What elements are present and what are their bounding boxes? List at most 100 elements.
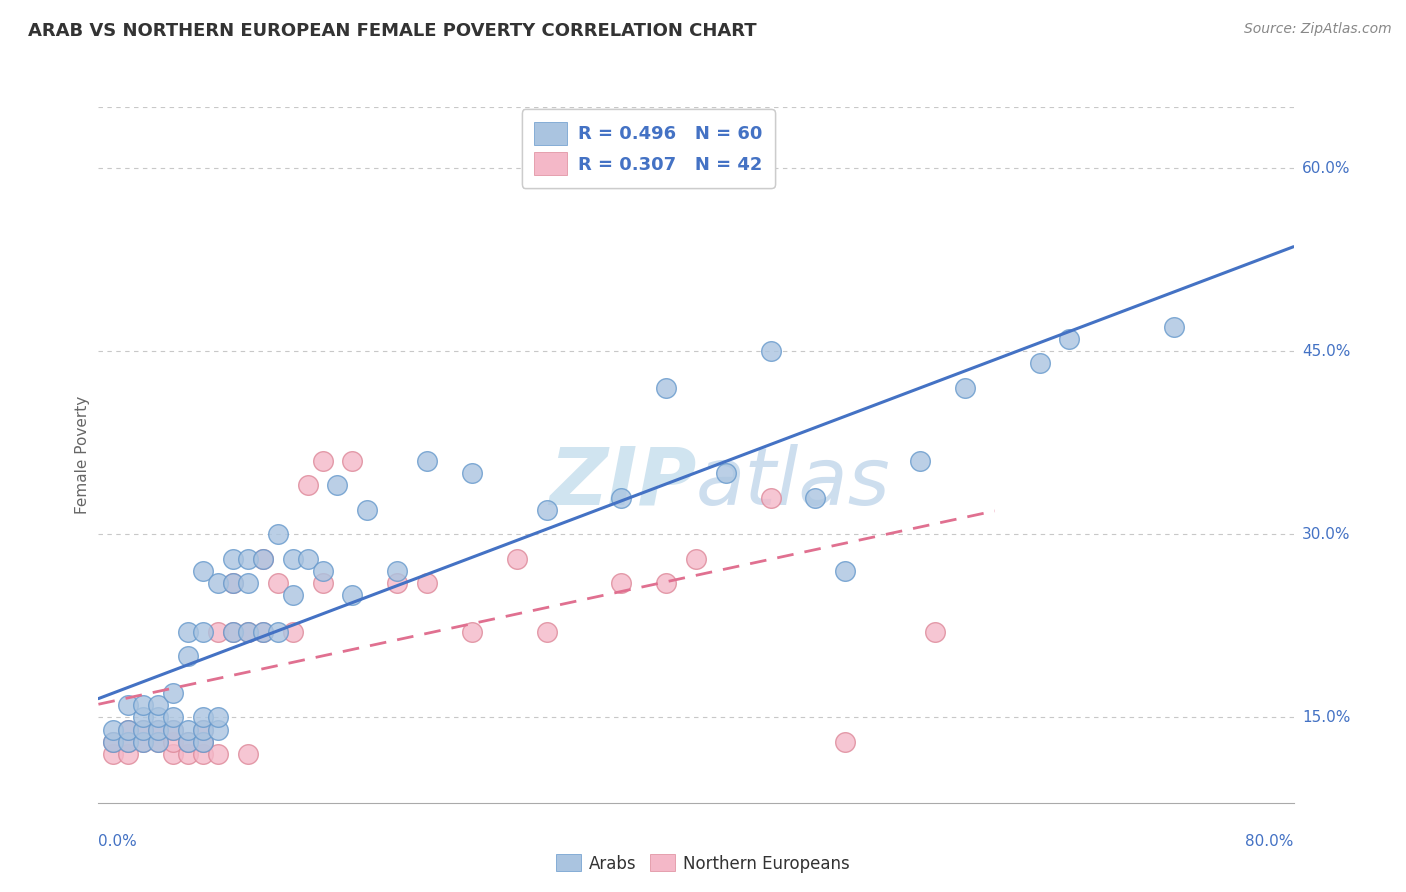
Point xyxy=(191,624,214,639)
Point xyxy=(207,576,229,591)
Point xyxy=(311,564,333,578)
Point xyxy=(162,723,184,737)
Point xyxy=(207,710,229,724)
Point xyxy=(342,454,364,468)
Text: 30.0%: 30.0% xyxy=(1302,527,1350,541)
Point xyxy=(177,649,200,664)
Point xyxy=(191,735,214,749)
Point xyxy=(924,624,946,639)
Point xyxy=(1163,319,1185,334)
Point xyxy=(342,588,364,602)
Point xyxy=(191,723,214,737)
Point xyxy=(191,723,214,737)
Text: Source: ZipAtlas.com: Source: ZipAtlas.com xyxy=(1244,22,1392,37)
Point xyxy=(177,735,200,749)
Point xyxy=(297,478,319,492)
Point xyxy=(132,698,155,713)
Text: atlas: atlas xyxy=(696,443,891,522)
Point xyxy=(162,710,184,724)
Point xyxy=(162,747,184,761)
Point xyxy=(834,735,856,749)
Point xyxy=(162,686,184,700)
Point xyxy=(132,735,155,749)
Point xyxy=(103,735,125,749)
Point xyxy=(117,723,139,737)
Point xyxy=(148,735,170,749)
Point xyxy=(281,588,304,602)
Legend: R = 0.496   N = 60, R = 0.307   N = 42: R = 0.496 N = 60, R = 0.307 N = 42 xyxy=(522,109,775,188)
Point xyxy=(191,747,214,761)
Point xyxy=(191,564,214,578)
Point xyxy=(236,747,259,761)
Point xyxy=(536,503,558,517)
Point xyxy=(222,624,245,639)
Point xyxy=(132,735,155,749)
Point xyxy=(610,491,633,505)
Point xyxy=(655,381,678,395)
Point xyxy=(148,723,170,737)
Point xyxy=(117,698,139,713)
Point xyxy=(222,551,245,566)
Text: 0.0%: 0.0% xyxy=(98,834,138,849)
Point xyxy=(177,624,200,639)
Point xyxy=(655,576,678,591)
Text: 45.0%: 45.0% xyxy=(1302,343,1350,359)
Point xyxy=(177,747,200,761)
Point xyxy=(385,564,409,578)
Point xyxy=(685,551,707,566)
Legend: Arabs, Northern Europeans: Arabs, Northern Europeans xyxy=(550,847,856,880)
Point xyxy=(416,576,439,591)
Point xyxy=(222,576,245,591)
Point xyxy=(326,478,349,492)
Point xyxy=(416,454,439,468)
Point xyxy=(1059,332,1081,346)
Point xyxy=(162,723,184,737)
Point xyxy=(103,723,125,737)
Point xyxy=(132,723,155,737)
Point xyxy=(834,564,856,578)
Point xyxy=(610,576,633,591)
Point xyxy=(281,624,304,639)
Text: ZIP: ZIP xyxy=(548,443,696,522)
Point xyxy=(236,624,259,639)
Point xyxy=(132,710,155,724)
Point xyxy=(311,576,333,591)
Point xyxy=(236,576,259,591)
Point xyxy=(714,467,737,481)
Text: 15.0%: 15.0% xyxy=(1302,710,1350,725)
Point xyxy=(148,723,170,737)
Point xyxy=(759,491,782,505)
Point xyxy=(191,735,214,749)
Point xyxy=(207,624,229,639)
Point xyxy=(804,491,827,505)
Point xyxy=(311,454,333,468)
Point xyxy=(297,551,319,566)
Point xyxy=(908,454,931,468)
Point xyxy=(191,710,214,724)
Point xyxy=(103,747,125,761)
Point xyxy=(148,735,170,749)
Point xyxy=(177,735,200,749)
Point xyxy=(103,735,125,749)
Point xyxy=(1028,356,1050,370)
Point xyxy=(148,710,170,724)
Point xyxy=(252,551,274,566)
Point xyxy=(162,735,184,749)
Point xyxy=(132,723,155,737)
Point xyxy=(148,698,170,713)
Point xyxy=(506,551,529,566)
Point xyxy=(252,624,274,639)
Point xyxy=(953,381,976,395)
Point xyxy=(207,723,229,737)
Point xyxy=(281,551,304,566)
Point xyxy=(759,344,782,359)
Point xyxy=(177,723,200,737)
Point xyxy=(461,624,484,639)
Text: 60.0%: 60.0% xyxy=(1302,161,1350,176)
Point xyxy=(222,576,245,591)
Y-axis label: Female Poverty: Female Poverty xyxy=(75,396,90,514)
Point xyxy=(252,624,274,639)
Point xyxy=(236,624,259,639)
Point xyxy=(117,735,139,749)
Point xyxy=(222,624,245,639)
